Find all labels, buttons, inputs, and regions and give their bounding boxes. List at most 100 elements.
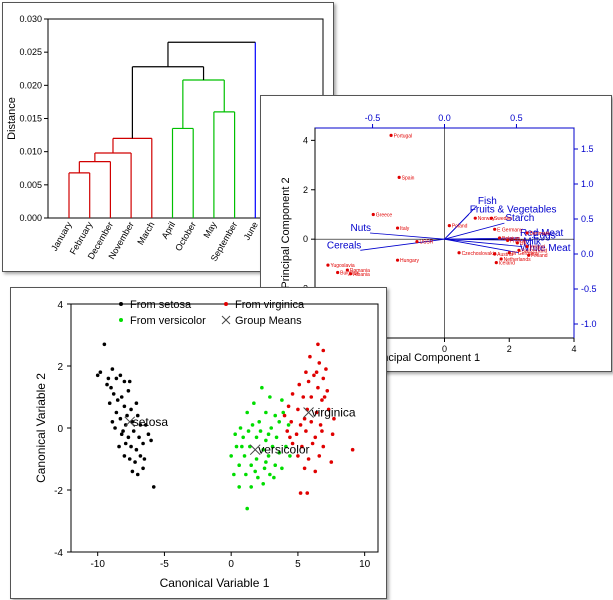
data-point	[266, 454, 271, 458]
data-point	[126, 435, 131, 440]
data-point	[317, 361, 322, 365]
data-point	[119, 432, 124, 436]
data-point	[151, 485, 156, 489]
score-point	[415, 240, 419, 244]
loading-vector	[360, 238, 445, 251]
data-point	[109, 385, 113, 390]
data-point	[241, 435, 245, 440]
data-point	[118, 373, 123, 378]
y-tick-label: 4	[57, 300, 63, 311]
data-point	[301, 395, 306, 399]
score-point	[499, 257, 503, 261]
data-point	[229, 454, 233, 458]
loading-vector-label: Red Meat	[520, 228, 564, 239]
score-point	[345, 268, 349, 272]
data-point	[264, 460, 268, 464]
data-point	[321, 444, 326, 449]
y-tick-label: 0.020	[19, 80, 42, 90]
score-point-label: Iceland	[499, 261, 515, 267]
data-point	[286, 423, 291, 427]
data-point	[234, 444, 239, 449]
data-point	[284, 444, 288, 449]
data-point	[242, 454, 247, 458]
data-point	[246, 429, 251, 433]
top-x-tick-label: 0.0	[438, 113, 451, 123]
legend-label: Group Means	[235, 315, 302, 327]
leaf-label: May	[201, 220, 218, 240]
loading-vector-label: White Meat	[520, 243, 571, 254]
data-point	[277, 451, 282, 455]
y-tick-label: 0.030	[19, 14, 42, 24]
data-point	[233, 432, 237, 436]
data-point	[257, 420, 262, 424]
data-point	[300, 444, 304, 449]
score-point	[525, 244, 529, 249]
data-point	[330, 432, 335, 436]
score-point	[326, 263, 330, 267]
data-point	[272, 475, 276, 480]
legend-label: From setosa	[130, 299, 192, 311]
data-point	[130, 420, 135, 424]
data-point	[329, 460, 334, 464]
y-tick-label: -2	[54, 486, 63, 497]
legend-label: From virginica	[235, 299, 305, 311]
data-point	[262, 466, 267, 471]
data-point	[266, 432, 271, 436]
group-mean-marker	[303, 407, 314, 418]
data-point	[306, 457, 311, 461]
data-point	[350, 447, 355, 452]
data-point	[309, 420, 314, 424]
data-point	[113, 426, 117, 430]
data-point	[280, 398, 284, 402]
y-tick-label: 2	[57, 362, 63, 373]
data-point	[237, 463, 241, 467]
data-point	[125, 413, 129, 418]
loading-vector-label: Milk	[523, 237, 542, 248]
data-point	[117, 444, 121, 449]
score-point	[349, 272, 353, 276]
data-point	[122, 404, 127, 409]
data-point	[289, 420, 294, 424]
x-tick-label: 10	[359, 559, 371, 570]
data-point	[238, 426, 243, 430]
data-point	[254, 435, 259, 440]
group-mean-label: setosa	[133, 415, 169, 429]
score-point-label: Ireland	[530, 245, 546, 251]
data-point	[107, 401, 112, 405]
top-x-tick-label: 0.5	[510, 113, 523, 123]
data-point	[258, 429, 263, 433]
score-point	[493, 227, 497, 231]
score-point	[395, 226, 400, 230]
data-point	[321, 376, 326, 381]
score-point-label: Finland	[531, 253, 548, 259]
data-point	[123, 441, 128, 446]
loading-vector	[444, 238, 532, 241]
data-point	[142, 457, 147, 461]
data-point	[285, 429, 290, 433]
score-point-label: Sweden	[494, 216, 512, 222]
data-point	[277, 420, 282, 424]
data-point	[296, 407, 300, 412]
score-point-label: Italy	[400, 226, 410, 232]
data-point	[261, 447, 266, 452]
score-point	[395, 258, 400, 262]
biplot-chart: -4-2024-4-2024-0.50.00.5-1.0-0.50.00.51.…	[280, 113, 597, 364]
data-point	[138, 423, 143, 427]
score-point-label: Portugal	[394, 133, 413, 139]
y-tick-label: 0	[303, 234, 308, 244]
x-tick-label: -5	[160, 559, 169, 570]
data-point	[135, 413, 140, 418]
data-point	[297, 382, 302, 387]
loading-vector-label: Fish	[478, 196, 497, 207]
data-point	[269, 426, 274, 430]
loading-vector-label: Cereals	[327, 240, 361, 251]
data-point	[232, 472, 236, 477]
score-point-label: Belgium	[502, 236, 520, 242]
data-point	[129, 444, 133, 449]
loading-vector-label: Nuts	[350, 223, 371, 234]
data-point	[274, 435, 279, 440]
leaf-label: March	[135, 220, 156, 247]
score-point	[517, 248, 521, 252]
data-point	[286, 404, 291, 409]
score-point	[397, 175, 401, 180]
